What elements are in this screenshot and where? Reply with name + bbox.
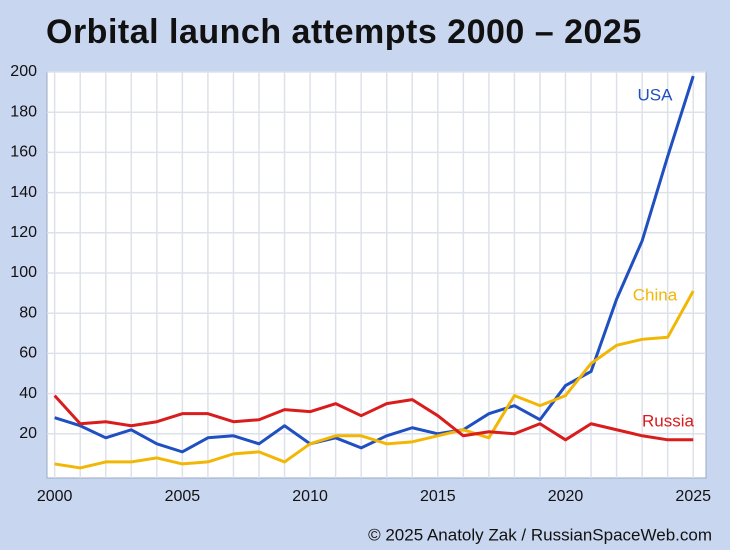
series-label: USA — [638, 85, 674, 104]
x-tick-label: 2000 — [37, 488, 73, 505]
plot-area — [46, 71, 707, 479]
y-tick-label: 180 — [10, 103, 37, 120]
chart-title: Orbital launch attempts 2000 – 2025 — [46, 13, 642, 51]
series-label: China — [633, 285, 678, 304]
x-tick-label: 2020 — [548, 488, 584, 505]
y-tick-label: 100 — [10, 264, 37, 281]
y-tick-label: 160 — [10, 144, 37, 161]
x-tick-label: 2025 — [675, 488, 711, 505]
series-line — [54, 290, 695, 470]
x-tick-label: 2005 — [165, 488, 201, 505]
y-tick-label: 120 — [10, 224, 37, 241]
y-tick-label: 140 — [10, 184, 37, 201]
x-tick-label: 2010 — [292, 488, 328, 505]
y-tick-label: 40 — [19, 385, 37, 402]
series-line — [53, 394, 694, 442]
y-tick-label: 60 — [19, 345, 37, 362]
y-tick-label: 80 — [19, 304, 37, 321]
series-label: Russia — [642, 411, 695, 430]
y-tick-label: 200 — [10, 63, 37, 80]
credit: © 2025 Anatoly Zak / RussianSpaceWeb.com — [368, 525, 712, 544]
y-tick-label: 20 — [19, 425, 37, 442]
x-tick-label: 2015 — [420, 488, 456, 505]
series-line — [54, 75, 695, 454]
